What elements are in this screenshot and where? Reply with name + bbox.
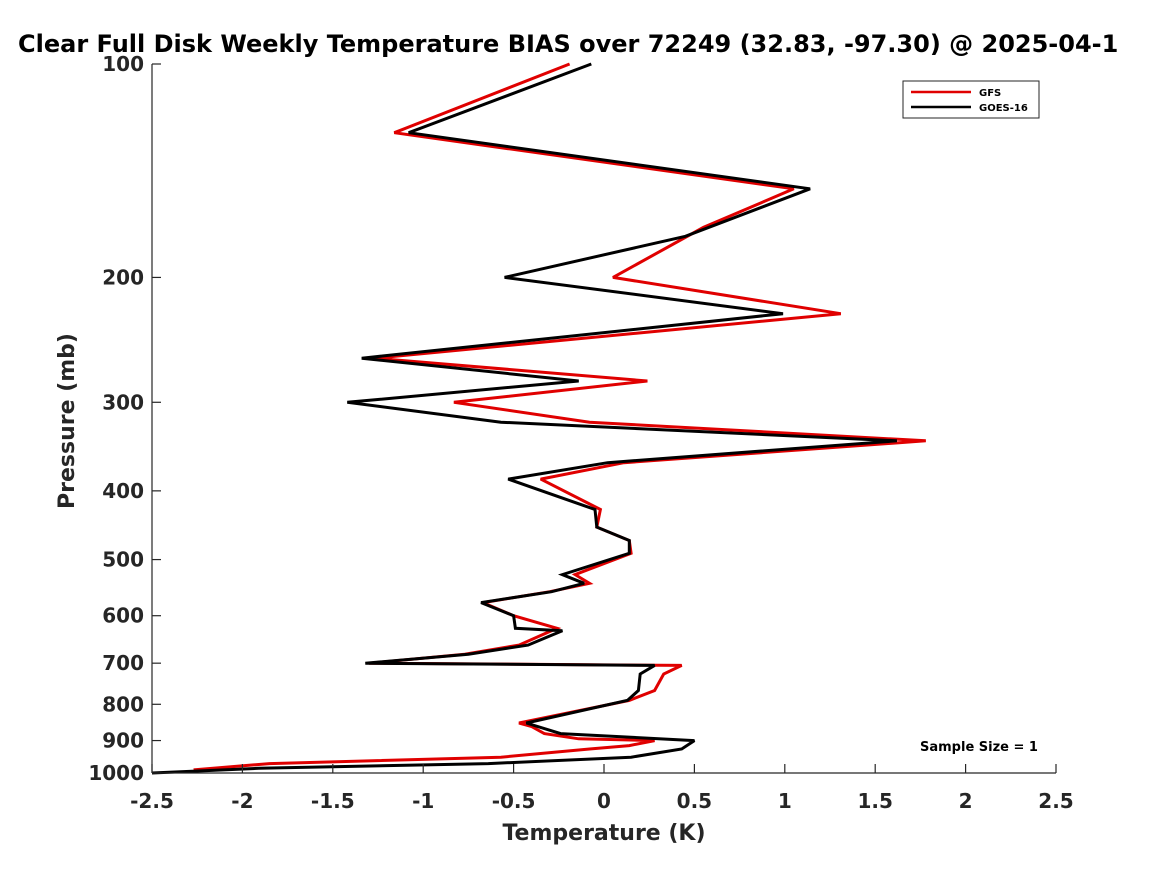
x-tick-label: 1 (778, 789, 792, 813)
x-tick-label: -2.5 (130, 789, 174, 813)
x-tick-label: -0.5 (492, 789, 536, 813)
y-tick-label: 500 (102, 548, 144, 572)
y-tick-label: 1000 (88, 761, 144, 785)
chart-title: Clear Full Disk Weekly Temperature BIAS … (18, 30, 1118, 58)
y-tick-label: 800 (102, 692, 144, 716)
x-tick-label: 1.5 (857, 789, 892, 813)
sample-size-annotation: Sample Size = 1 (920, 740, 1038, 755)
series-layer (151, 62, 926, 775)
x-tick-label: 0 (597, 789, 611, 813)
y-tick-label: 600 (102, 604, 144, 628)
legend: GFS GOES-16 (902, 80, 1040, 119)
y-tick-label: 300 (102, 390, 144, 414)
plot-area: -2.5 -2 -1.5 -1 -0.5 0 0.5 1 1.5 2 2.5 100 200 300 40… (88, 52, 1073, 813)
x-tick-label: 0.5 (677, 789, 712, 813)
legend-label-goes-16: GOES-16 (979, 103, 1028, 114)
legend-label-gfs: GFS (979, 88, 1001, 99)
y-tick-label: 400 (102, 479, 144, 503)
y-tick-label: 900 (102, 729, 144, 753)
x-tick-label: 2.5 (1038, 789, 1073, 813)
x-ticks: -2.5 -2 -1.5 -1 -0.5 0 0.5 1 1.5 2 2.5 (130, 764, 1074, 813)
y-axis-label: Pressure (mb) (55, 333, 80, 509)
legend-box (902, 80, 1040, 119)
y-ticks: 100 200 300 400 500 600 700 800 900 1000 (88, 52, 161, 785)
y-tick-label: 200 (102, 265, 144, 289)
axes-layer: -2.5 -2 -1.5 -1 -0.5 0 0.5 1 1.5 2 2.5 100 200 300 40… (88, 52, 1073, 813)
series-line-goes-16 (151, 62, 898, 775)
x-tick-label: -1 (412, 789, 434, 813)
y-tick-label: 100 (102, 52, 144, 76)
x-tick-label: -2 (231, 789, 253, 813)
x-tick-label: -1.5 (311, 789, 355, 813)
x-axis-label: Temperature (K) (502, 821, 705, 846)
x-tick-label: 2 (959, 789, 973, 813)
y-tick-label: 700 (102, 651, 144, 675)
